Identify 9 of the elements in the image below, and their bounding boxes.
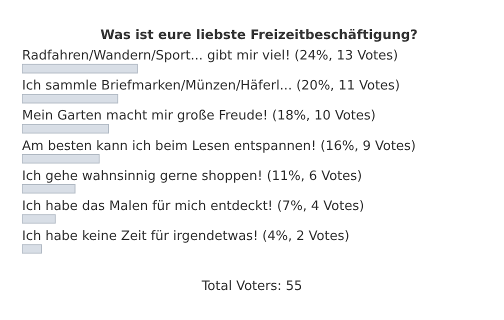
y-tick-label: Ich habe das Malen für mich entdeckt! (7%, 4 Votes) xyxy=(22,198,364,214)
y-tick-label: Mein Garten macht mir große Freude! (18%, 10 Votes) xyxy=(22,108,376,124)
y-tick-label: Ich gehe wahnsinnig gerne shoppen! (11%, 6 Votes) xyxy=(22,168,362,184)
y-tick-label: Ich habe keine Zeit für irgendetwas! (4%, 2 Votes) xyxy=(22,228,350,244)
text: Total Voters: 55 xyxy=(200,279,302,294)
y-tick-label: Am besten kann ich beim Lesen entspannen! (16%, 9 Votes) xyxy=(22,138,416,154)
y-tick-label: Radfahren/Wandern/Sport... gibt mir viel! (24%, 13 Votes) xyxy=(22,48,398,64)
text: Was ist eure liebste Freizeitbeschäftigung? xyxy=(100,28,418,44)
y-tick-label: Ich sammle Briefmarken/Münzen/Häferl... (20%, 11 Votes) xyxy=(22,78,400,94)
